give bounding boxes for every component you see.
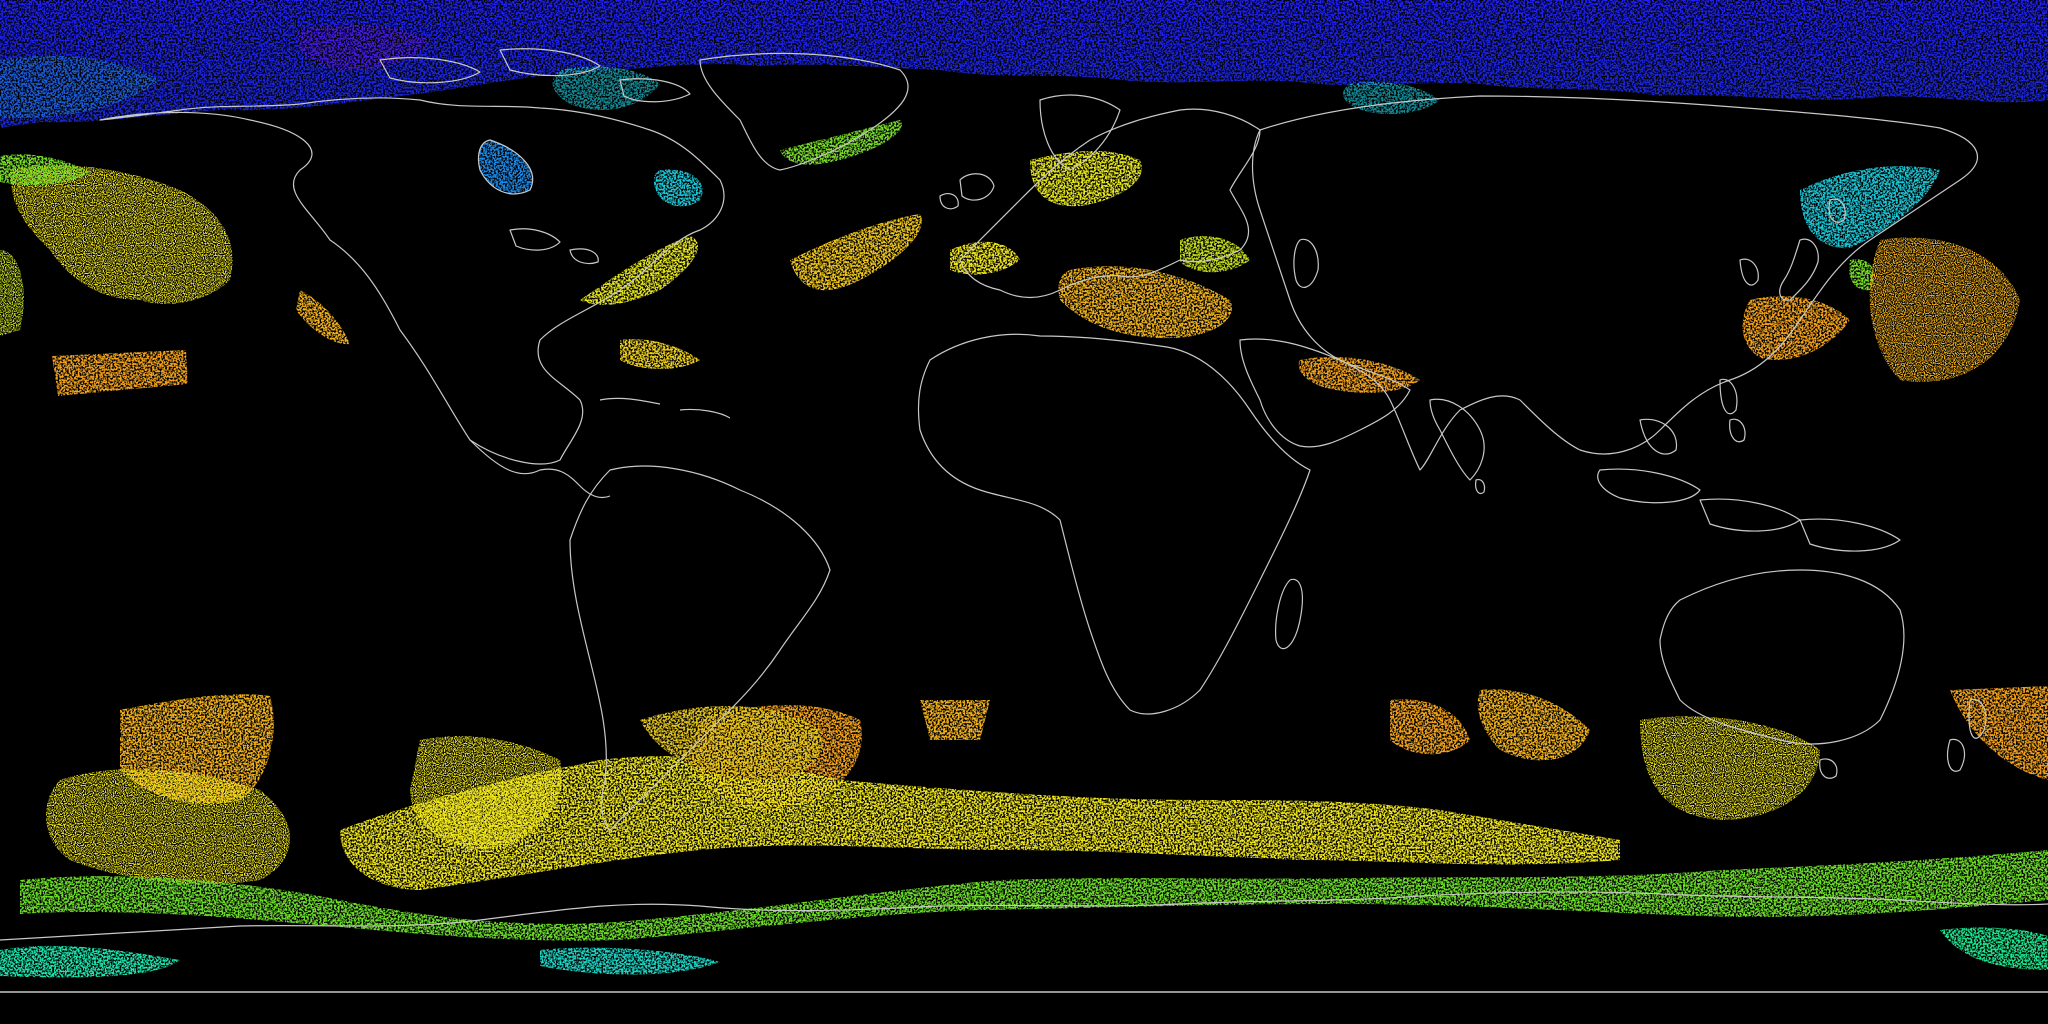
coastline-arctic-islands xyxy=(379,48,691,103)
coastline-indonesia xyxy=(1597,418,1901,552)
nw-pacific-cyan xyxy=(1800,166,1940,291)
coastline-australia xyxy=(1659,569,1905,745)
coastline-africa xyxy=(917,333,1311,715)
southern-ocean-band-yellow xyxy=(340,706,1620,890)
coastline-hudson-bay xyxy=(477,139,534,195)
north-pacific-orange xyxy=(52,350,188,396)
coastline-philippines xyxy=(1719,378,1746,443)
hudson-bay-cyan xyxy=(478,140,703,207)
coastline-arabia xyxy=(1239,338,1411,448)
coastline-sri-lanka xyxy=(1475,479,1486,495)
coastline-europe xyxy=(959,108,1261,299)
arctic-band xyxy=(0,0,2048,128)
north-pacific-yellow xyxy=(0,165,233,336)
coastline-tasmania xyxy=(1819,758,1838,779)
coastline-caribbean xyxy=(599,397,731,419)
nw-pacific-speckle xyxy=(1869,237,2020,382)
alaska-green xyxy=(0,154,90,186)
coastline-caspian xyxy=(1293,238,1319,288)
coastline-japan xyxy=(1779,198,1846,301)
coastline-british-isles xyxy=(939,173,995,210)
coastline-madagascar xyxy=(1275,578,1303,650)
nw-pacific-orange xyxy=(1742,296,1850,361)
coastline-north-america xyxy=(99,97,725,465)
coastline-new-zealand xyxy=(1947,698,1987,772)
coastline-korea xyxy=(1739,258,1759,286)
coastline-great-lakes xyxy=(509,228,599,265)
europe-yellow xyxy=(950,150,1250,275)
data-overlay xyxy=(0,0,2048,978)
southern-ocean-green xyxy=(20,850,2048,941)
coastline-india xyxy=(1429,398,1485,481)
coastlines xyxy=(0,48,2048,941)
coastline-central-america xyxy=(469,439,611,499)
coastline-south-america xyxy=(569,465,831,831)
coastline-asia xyxy=(1251,95,1978,471)
north-atlantic-yellow xyxy=(296,214,922,369)
coastline-antarctica xyxy=(0,891,2048,941)
coastline-scandinavia xyxy=(1039,94,1121,171)
greenland-green xyxy=(780,120,902,165)
coastline-greenland xyxy=(699,52,909,171)
mediterranean-orange xyxy=(1058,266,1420,393)
antarctic-cyan xyxy=(0,927,2048,978)
